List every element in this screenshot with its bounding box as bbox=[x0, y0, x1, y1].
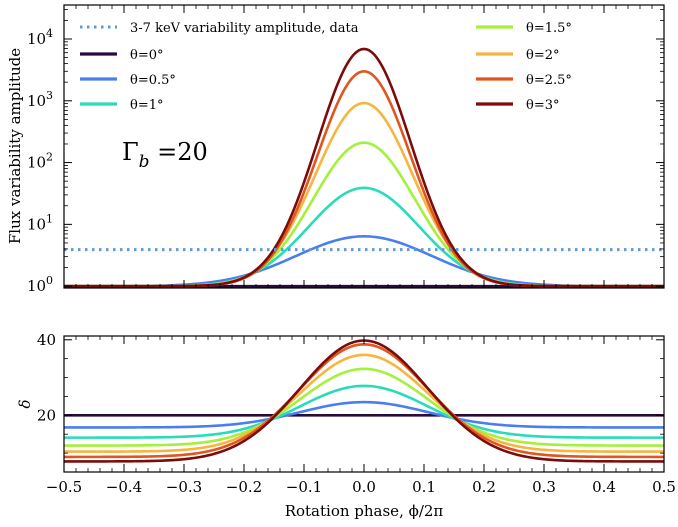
legend-label: θ=2.5° bbox=[526, 73, 572, 88]
bottom-series-theta-0p5deg bbox=[64, 400, 664, 429]
bottom-y-axis-label: δ bbox=[16, 399, 34, 408]
top-y-tick-base: 10 bbox=[27, 215, 46, 233]
bottom-series-theta-1deg bbox=[64, 384, 664, 439]
top-series-theta-3deg bbox=[64, 47, 664, 288]
bottom-series-theta-2p5deg bbox=[64, 343, 664, 459]
bottom-series-theta-1p5deg bbox=[64, 367, 664, 447]
top-y-tick-exp: 4 bbox=[46, 27, 53, 40]
legend-label: 3-7 keV variability amplitude, data bbox=[130, 21, 359, 36]
top-y-tick-base: 10 bbox=[27, 30, 46, 48]
top-y-tick-exp: 3 bbox=[46, 89, 53, 102]
gamma-annotation: Γb =20 bbox=[122, 138, 208, 172]
bottom-ticks: 20 40 −0.5 −0.4 −0.3 −0.2 −0.1 0.0 0.1 0.2 0.3 0.4 0… bbox=[37, 331, 676, 496]
bottom-x-tick-label: 0.0 bbox=[352, 478, 376, 496]
top-curves bbox=[64, 47, 664, 288]
gamma-annotation-base: Γ bbox=[122, 138, 139, 166]
top-y-tick-base: 10 bbox=[27, 277, 46, 295]
top-y-tick-label: 101 bbox=[27, 212, 53, 233]
top-y-tick-exp: 2 bbox=[46, 151, 53, 164]
top-y-tick-exp: 0 bbox=[46, 274, 53, 287]
legend: 3-7 keV variability amplitude, data θ=0° θ… bbox=[80, 21, 572, 113]
top-y-tick-label: 100 bbox=[27, 274, 53, 295]
top-series-theta-2deg bbox=[64, 101, 664, 288]
top-y-tick-label: 104 bbox=[27, 27, 53, 48]
legend-label: θ=3° bbox=[526, 98, 560, 113]
bottom-y-tick-label: 40 bbox=[37, 331, 56, 349]
bottom-curves bbox=[64, 339, 664, 463]
bottom-x-tick-label: 0.3 bbox=[532, 478, 556, 496]
top-y-tick-exp: 1 bbox=[46, 212, 53, 225]
top-y-tick-base: 10 bbox=[27, 92, 46, 110]
legend-label: θ=1° bbox=[130, 98, 164, 113]
legend-label: θ=2° bbox=[526, 48, 560, 63]
bottom-x-tick-label: 0.4 bbox=[592, 478, 616, 496]
gamma-annotation-sub: b bbox=[139, 152, 150, 172]
top-y-tick-base: 10 bbox=[27, 154, 46, 172]
bottom-x-tick-label: 0.5 bbox=[652, 478, 676, 496]
top-y-tick-label: 103 bbox=[27, 89, 53, 110]
bottom-panel: 20 40 −0.5 −0.4 −0.3 −0.2 −0.1 0.0 0.1 0.2 0.3 0.4 0… bbox=[16, 331, 676, 520]
bottom-x-tick-label: 0.2 bbox=[472, 478, 496, 496]
bottom-x-tick-label: −0.3 bbox=[166, 478, 202, 496]
legend-label: θ=1.5° bbox=[526, 21, 572, 36]
top-y-axis-label: Flux variability amplitude bbox=[6, 48, 24, 244]
bottom-x-tick-label: 0.1 bbox=[412, 478, 436, 496]
bottom-x-tick-label: −0.1 bbox=[286, 478, 322, 496]
top-y-tick-label: 102 bbox=[27, 151, 53, 172]
x-axis-label: Rotation phase, ϕ/2π bbox=[285, 502, 444, 520]
bottom-y-tick-label: 20 bbox=[37, 406, 56, 424]
top-series-theta-0p5deg bbox=[64, 235, 664, 288]
bottom-x-tick-label: −0.2 bbox=[226, 478, 262, 496]
bottom-x-tick-label: −0.5 bbox=[46, 478, 82, 496]
bottom-x-tick-label: −0.4 bbox=[106, 478, 142, 496]
bottom-series-theta-2deg bbox=[64, 353, 664, 453]
legend-label: θ=0° bbox=[130, 48, 164, 63]
gamma-annotation-rest: =20 bbox=[150, 138, 208, 166]
bottom-axes-frame bbox=[63, 335, 665, 473]
top-axes-frame bbox=[63, 4, 665, 289]
legend-label: θ=0.5° bbox=[130, 73, 176, 88]
